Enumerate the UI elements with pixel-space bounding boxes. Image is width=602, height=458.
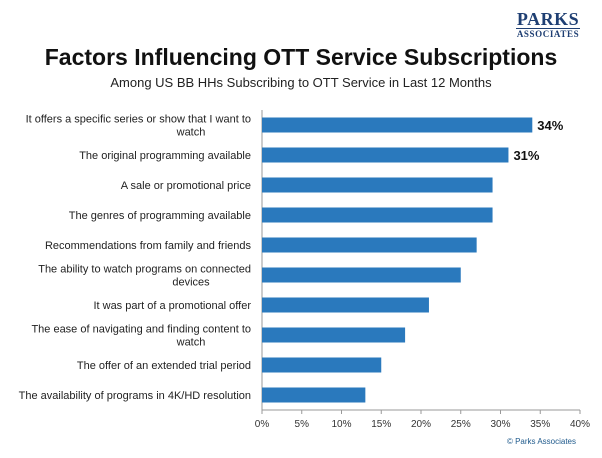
bar xyxy=(262,357,382,373)
category-label: It offers a specific series or show that… xyxy=(26,114,251,126)
bar xyxy=(262,177,493,193)
data-label: 31% xyxy=(513,148,539,163)
x-tick-label: 0% xyxy=(255,419,270,430)
category-label: The offer of an extended trial period xyxy=(77,360,251,372)
category-label: Recommendations from family and friends xyxy=(45,240,252,252)
bar xyxy=(262,387,366,403)
bar xyxy=(262,267,461,283)
parks-associates-logo: PARKS ASSOCIATES xyxy=(516,10,580,39)
category-label: devices xyxy=(172,277,210,289)
bar xyxy=(262,297,429,313)
category-label: The genres of programming available xyxy=(69,210,251,222)
chart-title: Factors Influencing OTT Service Subscrip… xyxy=(44,44,558,70)
chart-subtitle: Among US BB HHs Subscribing to OTT Servi… xyxy=(110,75,492,90)
logo-line-2: ASSOCIATES xyxy=(516,28,580,39)
x-tick-label: 30% xyxy=(490,419,510,430)
bar xyxy=(262,117,533,133)
logo-line-1: PARKS xyxy=(516,9,580,29)
copyright-notice: © Parks Associates xyxy=(506,437,576,446)
category-label: The availability of programs in 4K/HD re… xyxy=(19,390,251,402)
category-label: It was part of a promotional offer xyxy=(93,300,251,312)
category-label: A sale or promotional price xyxy=(121,180,251,192)
bar xyxy=(262,147,509,163)
x-tick-label: 15% xyxy=(371,419,391,430)
category-label: watch xyxy=(176,337,206,349)
x-tick-label: 10% xyxy=(331,419,351,430)
bar xyxy=(262,207,493,223)
category-label: watch xyxy=(176,127,206,139)
category-label: The original programming available xyxy=(79,150,251,162)
x-tick-label: 20% xyxy=(411,419,431,430)
x-tick-label: 35% xyxy=(530,419,550,430)
bar xyxy=(262,327,406,343)
category-label: The ability to watch programs on connect… xyxy=(38,264,251,276)
category-label: The ease of navigating and finding conte… xyxy=(31,324,251,336)
bar xyxy=(262,237,477,253)
x-tick-label: 40% xyxy=(570,419,590,430)
data-label: 34% xyxy=(537,118,563,133)
x-tick-label: 25% xyxy=(451,419,471,430)
x-tick-label: 5% xyxy=(295,419,310,430)
